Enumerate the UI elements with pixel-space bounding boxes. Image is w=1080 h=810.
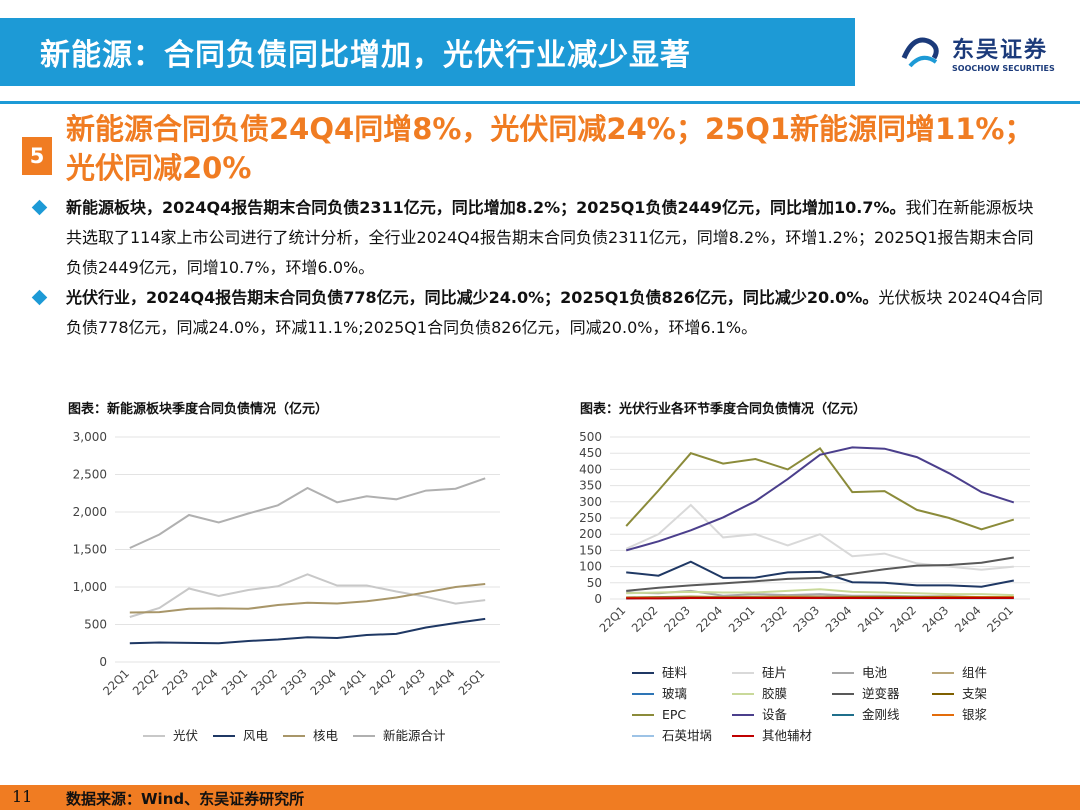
- y-tick-label: 100: [579, 560, 602, 574]
- y-tick-label: 1,000: [73, 580, 107, 594]
- y-tick-label: 500: [579, 430, 602, 444]
- series-line: [129, 617, 486, 645]
- x-tick-label: 24Q3: [396, 666, 428, 698]
- y-tick-label: 2,500: [73, 468, 107, 482]
- x-tick-label: 23Q2: [248, 666, 280, 698]
- bullet-item: 光伏行业，2024Q4报告期末合同负债778亿元，同比减少24.0%；2025Q…: [31, 283, 1044, 375]
- bullet-item: 新能源板块，2024Q4报告期末合同负债2311亿元，同比增加8.2%；2025…: [31, 193, 1044, 285]
- legend-label: 风电: [243, 728, 269, 743]
- x-tick-label: 24Q1: [337, 666, 369, 698]
- bullet-bold-text: 光伏行业，2024Q4报告期末合同负债778亿元，同比减少24.0%；2025Q…: [66, 288, 879, 307]
- x-tick-label: 24Q4: [426, 666, 458, 698]
- x-tick-label: 23Q3: [790, 603, 822, 635]
- series-line: [129, 583, 486, 614]
- y-tick-label: 150: [579, 543, 602, 557]
- legend-label: 电池: [862, 665, 888, 680]
- legend-label: 胶膜: [762, 686, 787, 701]
- legend-label: EPC: [662, 707, 686, 722]
- y-tick-label: 3,000: [73, 430, 107, 444]
- x-tick-label: 22Q4: [693, 603, 725, 635]
- x-tick-label: 22Q4: [189, 666, 221, 698]
- x-tick-label: 24Q2: [367, 666, 399, 698]
- bullet-bold-text: 新能源板块，2024Q4报告期末合同负债2311亿元，同比增加8.2%；2025…: [66, 198, 906, 217]
- logo-mark-icon: [901, 37, 939, 68]
- legend-label: 玻璃: [662, 686, 687, 701]
- series-line: [625, 503, 1014, 571]
- x-tick-label: 25Q1: [455, 666, 487, 698]
- legend-label: 其他辅材: [762, 728, 812, 743]
- x-tick-label: 23Q1: [219, 666, 251, 698]
- logo-text-cn: 东吴证券: [952, 38, 1049, 63]
- x-tick-label: 24Q1: [855, 603, 887, 635]
- x-tick-label: 22Q3: [159, 666, 191, 698]
- legend-label: 组件: [962, 665, 987, 680]
- chart-title-right: 图表：光伏行业各环节季度合同负债情况（亿元）: [580, 402, 867, 417]
- y-tick-label: 200: [579, 527, 602, 541]
- legend-label: 银浆: [962, 707, 988, 722]
- legend-label: 新能源合计: [383, 728, 446, 743]
- data-source: 数据来源：Wind、东吴证券研究所: [66, 790, 305, 808]
- company-logo: 东吴证券 SOOCHOW SECURITIES: [900, 30, 1070, 80]
- x-tick-label: 22Q1: [596, 603, 628, 635]
- legend-label: 支架: [962, 686, 987, 701]
- series-line: [625, 446, 1015, 531]
- legend-label: 硅片: [762, 665, 787, 680]
- y-tick-label: 1,500: [73, 543, 107, 557]
- bullet-body-text: 光伏板块 2024Q4合同负债778亿元，同减24.0%，环减11.1%;202…: [66, 288, 1043, 337]
- legend-label: 金刚线: [862, 707, 900, 722]
- page-number: 11: [12, 787, 33, 806]
- x-tick-label: 23Q1: [726, 603, 758, 635]
- y-tick-label: 400: [579, 462, 602, 476]
- y-tick-label: 0: [594, 592, 602, 606]
- y-tick-label: 300: [579, 495, 602, 509]
- series-line: [626, 556, 1014, 592]
- section-headline: 新能源合同负债24Q4同增8%，光伏同减24%；25Q1新能源同增11%；光伏同…: [66, 112, 1034, 185]
- x-tick-label: 24Q3: [920, 603, 952, 635]
- y-tick-label: 450: [579, 446, 602, 460]
- legend-label: 硅料: [662, 665, 688, 680]
- legend-label: 设备: [762, 707, 788, 722]
- x-tick-label: 22Q1: [100, 666, 132, 698]
- legend-label: 核电: [313, 728, 339, 743]
- x-tick-label: 24Q2: [887, 603, 919, 635]
- x-tick-label: 22Q2: [629, 603, 661, 635]
- x-tick-label: 24Q4: [952, 603, 984, 635]
- y-tick-label: 2,000: [73, 505, 107, 519]
- header-divider: [0, 101, 1080, 104]
- logo-text-en: SOOCHOW SECURITIES: [952, 64, 1055, 73]
- x-tick-label: 23Q4: [307, 666, 339, 698]
- title-bar: 新能源：合同负债同比增加，光伏行业减少显著: [0, 18, 855, 86]
- y-tick-label: 500: [84, 618, 107, 632]
- new-energy-liabilities-chart: 05001,0001,5002,0002,5003,00022Q122Q222Q…: [73, 430, 500, 743]
- x-tick-label: 23Q2: [758, 603, 790, 635]
- series-line: [626, 588, 1014, 597]
- section-number-badge: 5: [22, 137, 52, 175]
- legend-label: 光伏: [173, 728, 199, 743]
- y-tick-label: 250: [579, 511, 602, 525]
- x-tick-label: 22Q2: [130, 666, 162, 698]
- diamond-bullet-icon: [31, 289, 48, 306]
- y-tick-label: 50: [587, 576, 602, 590]
- x-tick-label: 22Q3: [661, 603, 693, 635]
- x-tick-label: 23Q4: [823, 603, 855, 635]
- series-line: [625, 446, 1015, 552]
- bullet-body-text: 我们在新能源板块共选取了114家上市公司进行了统计分析，全行业2024Q4报告期…: [66, 198, 1034, 277]
- page-title: 新能源：合同负债同比增加，光伏行业减少显著: [40, 38, 691, 73]
- legend-label: 石英坩埚: [662, 728, 712, 743]
- legend-label: 逆变器: [862, 686, 900, 701]
- y-tick-label: 0: [99, 655, 107, 669]
- series-line: [129, 573, 486, 618]
- diamond-bullet-icon: [31, 199, 48, 216]
- x-tick-label: 23Q3: [278, 666, 310, 698]
- x-tick-label: 25Q1: [984, 603, 1016, 635]
- footer-bar: 11 数据来源：Wind、东吴证券研究所: [0, 785, 1080, 810]
- y-tick-label: 350: [579, 479, 602, 493]
- chart-title-left: 图表：新能源板块季度合同负债情况（亿元）: [68, 402, 329, 417]
- series-line: [129, 477, 486, 549]
- series-line: [626, 560, 1014, 588]
